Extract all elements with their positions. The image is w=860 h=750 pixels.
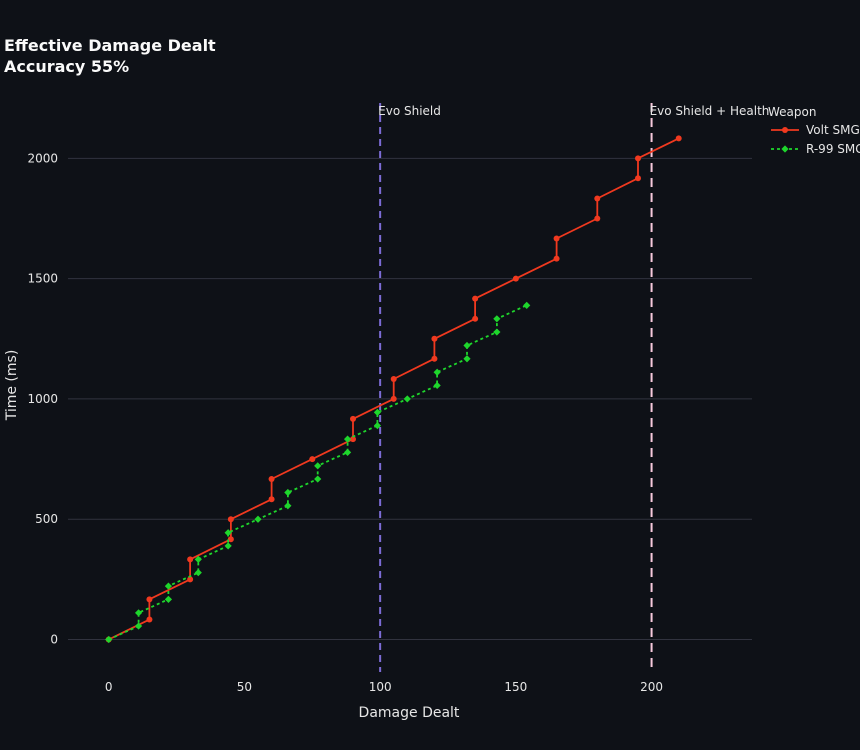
data-point [433,368,441,376]
x-tick-label: 50 [237,680,252,694]
y-axis-label: Time (ms) [4,350,20,422]
data-point [224,542,232,550]
data-point [433,381,441,390]
x-tick-label: 0 [105,680,113,694]
data-point [254,515,262,523]
data-point [105,635,113,644]
series-line [108,304,528,641]
data-point [675,135,682,142]
data-point [635,175,641,182]
x-axis-label: Damage Dealt [359,705,460,721]
chart-title-line-2: Accuracy 55% [4,57,130,76]
data-point [187,556,194,563]
data-point [493,328,501,336]
data-point [343,435,352,443]
chart-title-line-1: Effective Damage Dealt [4,36,216,55]
data-point [164,595,173,603]
rule-lines: Evo Shield Evo Shield + Health [378,103,769,672]
x-axis-ticks: 0 50 100 150 200 [105,680,663,694]
data-point [309,456,316,463]
data-point [373,422,382,430]
data-point [227,516,234,523]
series-line [108,137,680,641]
y-tick-label: 2000 [27,151,58,165]
x-tick-label: 150 [504,680,527,694]
x-tick-label: 100 [369,680,392,694]
rule-label: Evo Shield + Health [650,104,770,118]
y-tick-label: 1500 [27,272,58,286]
data-point [164,582,173,590]
data-point [227,536,234,543]
legend-marker [781,145,789,153]
y-tick-label: 500 [35,512,58,526]
data-point [472,315,479,322]
series-layer [105,135,682,644]
data-point [431,335,438,342]
data-point [635,155,641,162]
chart-title: Effective Damage Dealt Accuracy 55% [4,35,216,77]
data-point [284,502,292,510]
rule-label: Evo Shield [378,104,441,118]
data-point [343,448,352,456]
data-point [553,235,560,242]
data-point [493,315,501,323]
data-point [403,395,411,403]
data-point [134,622,143,630]
y-tick-label: 0 [50,633,58,647]
data-point [431,355,438,362]
data-point [350,415,356,422]
y-tick-label: 1000 [27,392,58,406]
data-point [594,215,601,222]
data-point [463,355,471,363]
data-point [472,295,479,302]
data-point [523,301,531,309]
data-point [268,496,275,503]
data-point [134,609,143,617]
data-point [553,255,560,262]
data-point [594,195,601,202]
data-point [284,488,292,497]
data-point [146,596,153,603]
data-point [512,275,519,282]
data-point [194,569,202,577]
legend-title: Weapon [768,105,816,119]
data-point [194,555,202,564]
legend: Weapon Volt SMG R-99 SMG [768,105,860,156]
data-point [146,616,153,623]
data-point [463,341,471,350]
data-point [314,462,322,470]
series-2 [105,301,531,644]
data-point [373,408,382,417]
series-1 [105,135,682,643]
data-point [390,375,397,382]
legend-label: Volt SMG [806,123,860,137]
data-point [187,576,194,583]
data-point [268,476,275,483]
y-axis-ticks: 0 500 1000 1500 2000 [27,151,58,646]
data-point [314,475,322,483]
data-point [390,395,397,402]
data-point [224,529,232,537]
x-tick-label: 200 [640,680,663,694]
data-point [350,436,356,443]
legend-label: R-99 SMG [806,142,860,156]
legend-marker [782,127,788,133]
